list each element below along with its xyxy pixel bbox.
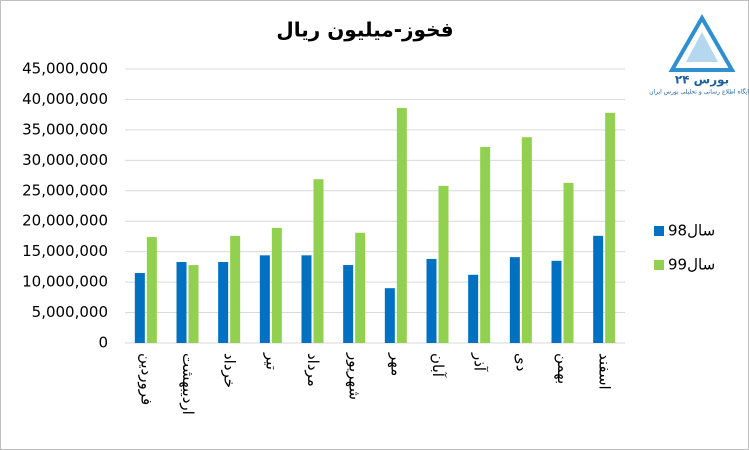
logo-tagline: پایگاه اطلاع رسانی و تحلیلی بورس ایران <box>649 88 749 96</box>
legend-swatch <box>654 260 664 270</box>
y-tick-label: 0 <box>98 334 108 352</box>
x-tick-label: تیر <box>262 352 280 370</box>
y-tick-label: 45,000,000 <box>22 60 108 78</box>
bar <box>426 258 437 343</box>
bar <box>384 288 395 343</box>
x-tick-label: آبان <box>429 353 447 378</box>
bar <box>438 185 449 343</box>
bar <box>480 146 491 343</box>
x-tick-label: شهریور <box>346 352 364 400</box>
logo: بورس ۲۴ پایگاه اطلاع رسانی و تحلیلی بورس… <box>649 13 749 96</box>
y-tick-label: 30,000,000 <box>22 151 108 169</box>
logo-name: بورس ۲۴ <box>675 73 729 88</box>
bar <box>509 257 520 343</box>
x-tick-label: آذر <box>471 352 489 372</box>
x-tick-label: اردیبهشت <box>179 353 197 415</box>
legend-label: سال98 <box>668 222 715 240</box>
x-tick-label: مهر <box>387 352 405 376</box>
bar <box>521 137 532 343</box>
bar <box>343 265 354 343</box>
bar <box>563 182 574 343</box>
y-tick-label: 40,000,000 <box>22 90 108 108</box>
logo-shape <box>668 13 736 72</box>
x-tick-label: مرداد <box>304 353 322 387</box>
bar <box>188 265 199 343</box>
bar <box>551 260 562 343</box>
bar <box>176 262 187 343</box>
logo-shape <box>686 32 718 62</box>
y-tick-label: 10,000,000 <box>22 273 108 291</box>
bar <box>218 262 229 343</box>
bar <box>468 274 479 343</box>
bar <box>134 272 145 343</box>
y-tick-label: 15,000,000 <box>22 242 108 260</box>
bar <box>230 235 241 343</box>
legend-label: سال99 <box>668 256 715 274</box>
y-tick-label: 5,000,000 <box>32 303 108 321</box>
bar <box>271 227 282 343</box>
bar <box>259 255 270 343</box>
x-tick-label: اسفند <box>596 353 614 390</box>
x-tick-label: دی <box>512 353 530 371</box>
y-tick-label: 25,000,000 <box>22 181 108 199</box>
y-tick-label: 20,000,000 <box>22 212 108 230</box>
bar <box>355 232 366 343</box>
bar <box>313 179 324 343</box>
x-tick-label: بهمن <box>554 353 572 384</box>
bar <box>301 255 312 343</box>
bar <box>146 237 157 343</box>
bar <box>396 107 407 343</box>
chart-title: فخوز-میلیون ریال <box>276 18 453 42</box>
x-tick-label: فروردین <box>137 353 155 405</box>
x-tick-label: خرداد <box>221 353 239 388</box>
bar <box>605 112 616 343</box>
y-tick-label: 35,000,000 <box>22 120 108 138</box>
bar <box>593 235 604 343</box>
legend-swatch <box>654 226 664 236</box>
